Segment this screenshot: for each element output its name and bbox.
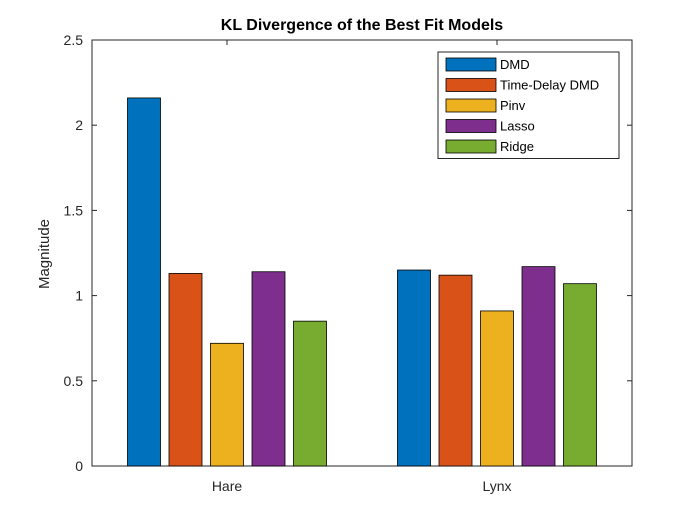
bar-ridge-lynx bbox=[563, 283, 597, 467]
legend: DMD Time-Delay DMD Pinv Lasso Ridge bbox=[437, 51, 620, 159]
bar-lasso-lynx bbox=[521, 266, 556, 467]
bar-dmd-hare bbox=[127, 97, 161, 467]
y-tick-label: 1.5 bbox=[64, 202, 84, 218]
y-tick-label: 0.5 bbox=[64, 373, 84, 389]
y-tick-label: 1 bbox=[75, 288, 83, 304]
y-tick-label: 0 bbox=[75, 458, 83, 474]
bar-pinv-lynx bbox=[480, 310, 514, 467]
bar-time-delay-dmd-lynx bbox=[438, 274, 473, 467]
legend-swatch bbox=[445, 139, 497, 154]
chart-title: KL Divergence of the Best Fit Models bbox=[221, 17, 504, 34]
x-category-label: Hare bbox=[212, 478, 243, 494]
bar-dmd-lynx bbox=[397, 269, 431, 467]
legend-entry-label: DMD bbox=[500, 57, 530, 72]
bar-ridge-hare bbox=[293, 320, 327, 467]
y-tick-label: 2 bbox=[75, 117, 83, 133]
legend-entry-label: Time-Delay DMD bbox=[500, 78, 599, 93]
legend-entry-label: Ridge bbox=[500, 139, 534, 154]
bar-time-delay-dmd-hare bbox=[168, 273, 203, 467]
bar-lasso-hare bbox=[251, 271, 286, 467]
bar-pinv-hare bbox=[210, 342, 244, 467]
legend-swatch bbox=[445, 57, 497, 72]
y-tick-label: 2.5 bbox=[64, 32, 84, 48]
legend-swatch bbox=[445, 98, 497, 113]
legend-swatch bbox=[445, 119, 497, 133]
x-category-label: Lynx bbox=[482, 478, 511, 494]
legend-entry-label: Lasso bbox=[500, 119, 535, 134]
legend-swatch bbox=[445, 78, 497, 92]
y-axis-label: Magnitude bbox=[36, 219, 53, 289]
legend-entry-label: Pinv bbox=[500, 98, 526, 113]
